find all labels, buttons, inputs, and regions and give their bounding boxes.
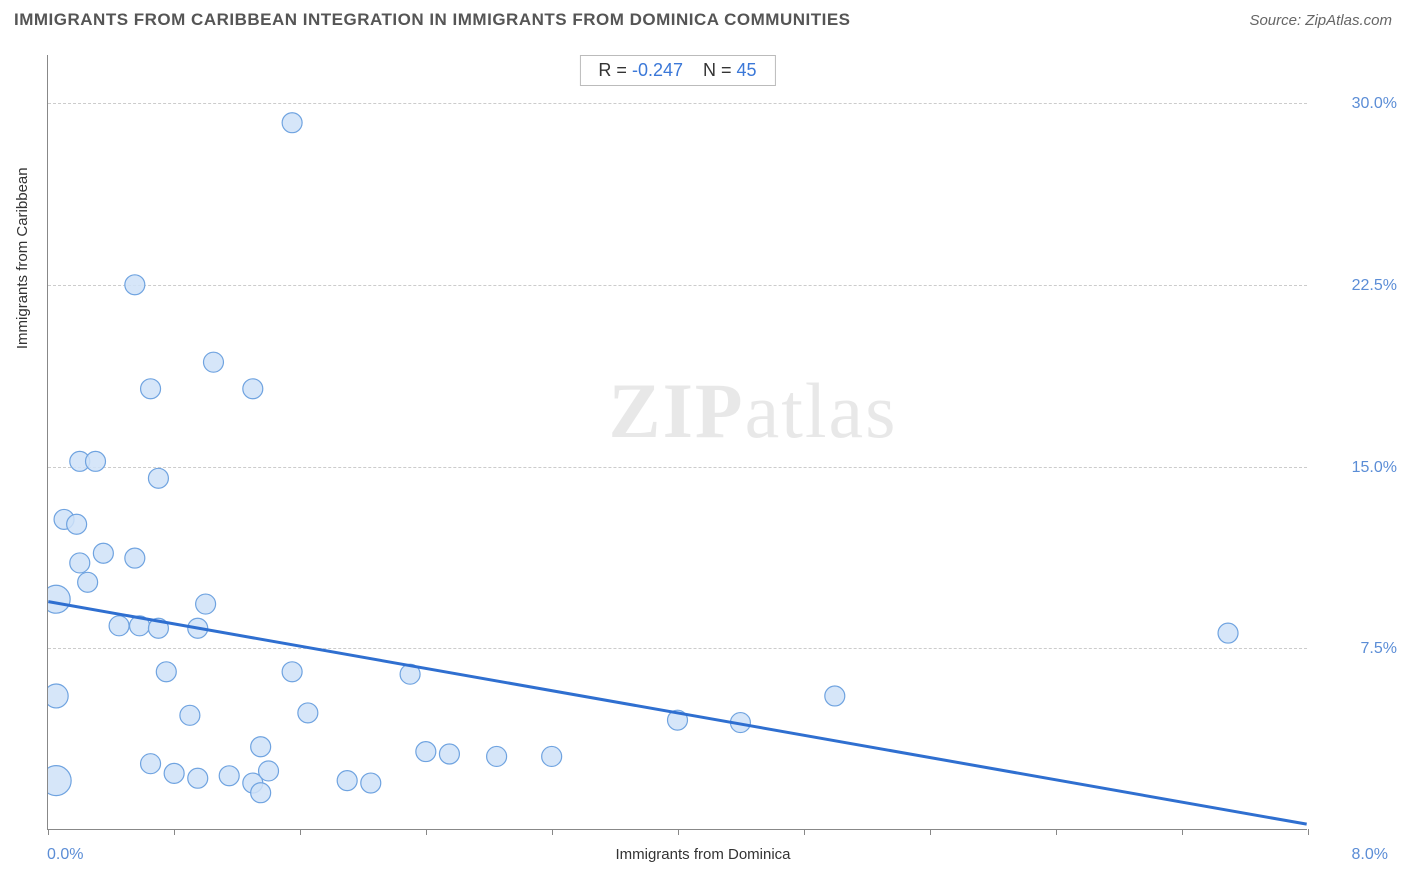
x-tick <box>678 829 679 835</box>
scatter-point <box>148 468 168 488</box>
scatter-point <box>219 766 239 786</box>
scatter-point <box>67 514 87 534</box>
x-tick <box>552 829 553 835</box>
x-tick <box>804 829 805 835</box>
scatter-point <box>164 763 184 783</box>
scatter-point <box>251 783 271 803</box>
scatter-point <box>825 686 845 706</box>
x-tick <box>174 829 175 835</box>
chart-plot-area: R = -0.247 N = 45 ZIPatlas 7.5%15.0%22.5… <box>47 55 1307 830</box>
scatter-point <box>125 275 145 295</box>
scatter-svg <box>48 55 1307 829</box>
n-label: N = <box>703 60 732 80</box>
x-tick <box>48 829 49 835</box>
y-tick-label: 7.5% <box>1317 640 1397 658</box>
scatter-point <box>416 742 436 762</box>
scatter-point <box>196 594 216 614</box>
scatter-point <box>439 744 459 764</box>
trend-line <box>48 602 1306 825</box>
y-tick-label: 30.0% <box>1317 95 1397 113</box>
r-label: R = <box>598 60 627 80</box>
r-value: -0.247 <box>632 60 683 80</box>
x-axis-max-label: 8.0% <box>1352 846 1388 864</box>
scatter-point <box>48 585 70 613</box>
x-tick <box>1056 829 1057 835</box>
x-tick <box>300 829 301 835</box>
scatter-point <box>156 662 176 682</box>
scatter-point <box>109 616 129 636</box>
scatter-point <box>243 379 263 399</box>
scatter-point <box>298 703 318 723</box>
scatter-point <box>542 746 562 766</box>
scatter-point <box>93 543 113 563</box>
scatter-point <box>337 771 357 791</box>
x-axis-origin-label: 0.0% <box>47 846 83 864</box>
scatter-point <box>78 572 98 592</box>
scatter-point <box>141 754 161 774</box>
scatter-point <box>361 773 381 793</box>
scatter-point <box>1218 623 1238 643</box>
x-tick <box>1308 829 1309 835</box>
chart-title: IMMIGRANTS FROM CARIBBEAN INTEGRATION IN… <box>14 10 851 30</box>
scatter-point <box>70 553 90 573</box>
n-value: 45 <box>737 60 757 80</box>
y-tick-label: 22.5% <box>1317 277 1397 295</box>
scatter-point <box>487 746 507 766</box>
y-tick-label: 15.0% <box>1317 459 1397 477</box>
scatter-point <box>48 766 71 796</box>
scatter-point <box>251 737 271 757</box>
scatter-point <box>86 451 106 471</box>
x-tick <box>1182 829 1183 835</box>
source-attribution: Source: ZipAtlas.com <box>1249 12 1392 29</box>
correlation-stats-box: R = -0.247 N = 45 <box>579 55 775 86</box>
scatter-point <box>203 352 223 372</box>
scatter-point <box>141 379 161 399</box>
x-tick <box>426 829 427 835</box>
x-tick <box>930 829 931 835</box>
scatter-point <box>48 684 68 708</box>
scatter-point <box>282 662 302 682</box>
scatter-point <box>282 113 302 133</box>
scatter-point <box>259 761 279 781</box>
header: IMMIGRANTS FROM CARIBBEAN INTEGRATION IN… <box>14 10 1392 30</box>
scatter-point <box>125 548 145 568</box>
scatter-point <box>188 768 208 788</box>
x-axis-title: Immigrants from Dominica <box>615 846 790 863</box>
scatter-point <box>180 705 200 725</box>
y-axis-title: Immigrants from Caribbean <box>14 167 31 349</box>
